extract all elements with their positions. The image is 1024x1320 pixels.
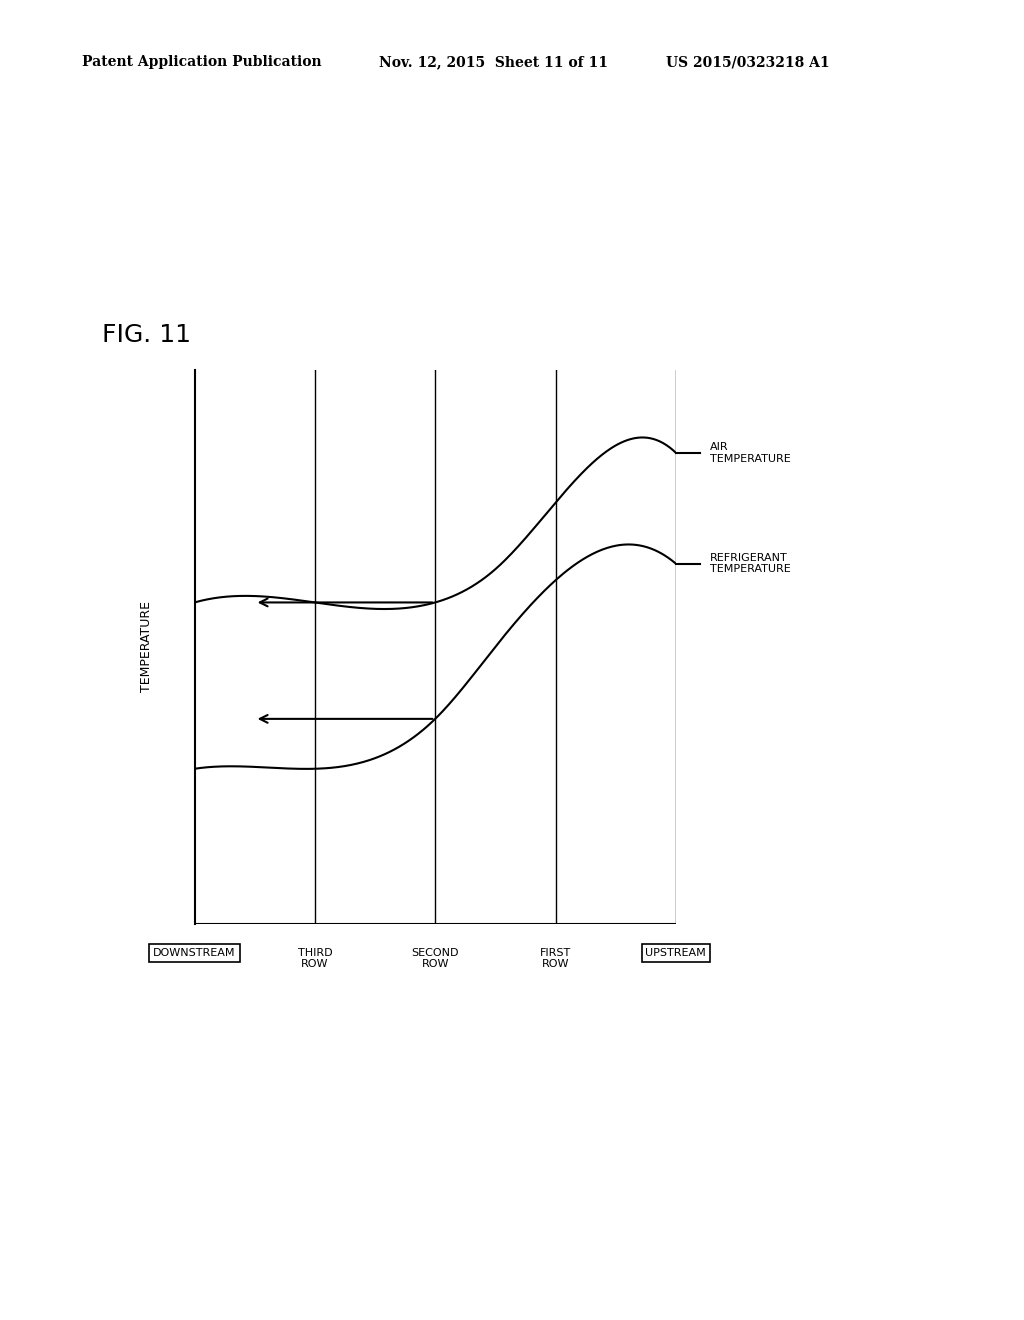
Text: REFRIGERANT
TEMPERATURE: REFRIGERANT TEMPERATURE xyxy=(710,553,791,574)
Text: AIR
TEMPERATURE: AIR TEMPERATURE xyxy=(710,442,791,463)
Text: SECOND
ROW: SECOND ROW xyxy=(412,948,459,969)
Text: US 2015/0323218 A1: US 2015/0323218 A1 xyxy=(666,55,829,70)
Text: FIRST
ROW: FIRST ROW xyxy=(540,948,571,969)
Text: Patent Application Publication: Patent Application Publication xyxy=(82,55,322,70)
Text: TEMPERATURE: TEMPERATURE xyxy=(140,602,153,692)
Text: Nov. 12, 2015  Sheet 11 of 11: Nov. 12, 2015 Sheet 11 of 11 xyxy=(379,55,608,70)
Text: FIG. 11: FIG. 11 xyxy=(102,323,191,347)
Text: UPSTREAM: UPSTREAM xyxy=(645,948,707,958)
Text: THIRD
ROW: THIRD ROW xyxy=(298,948,332,969)
Text: DOWNSTREAM: DOWNSTREAM xyxy=(154,948,236,958)
